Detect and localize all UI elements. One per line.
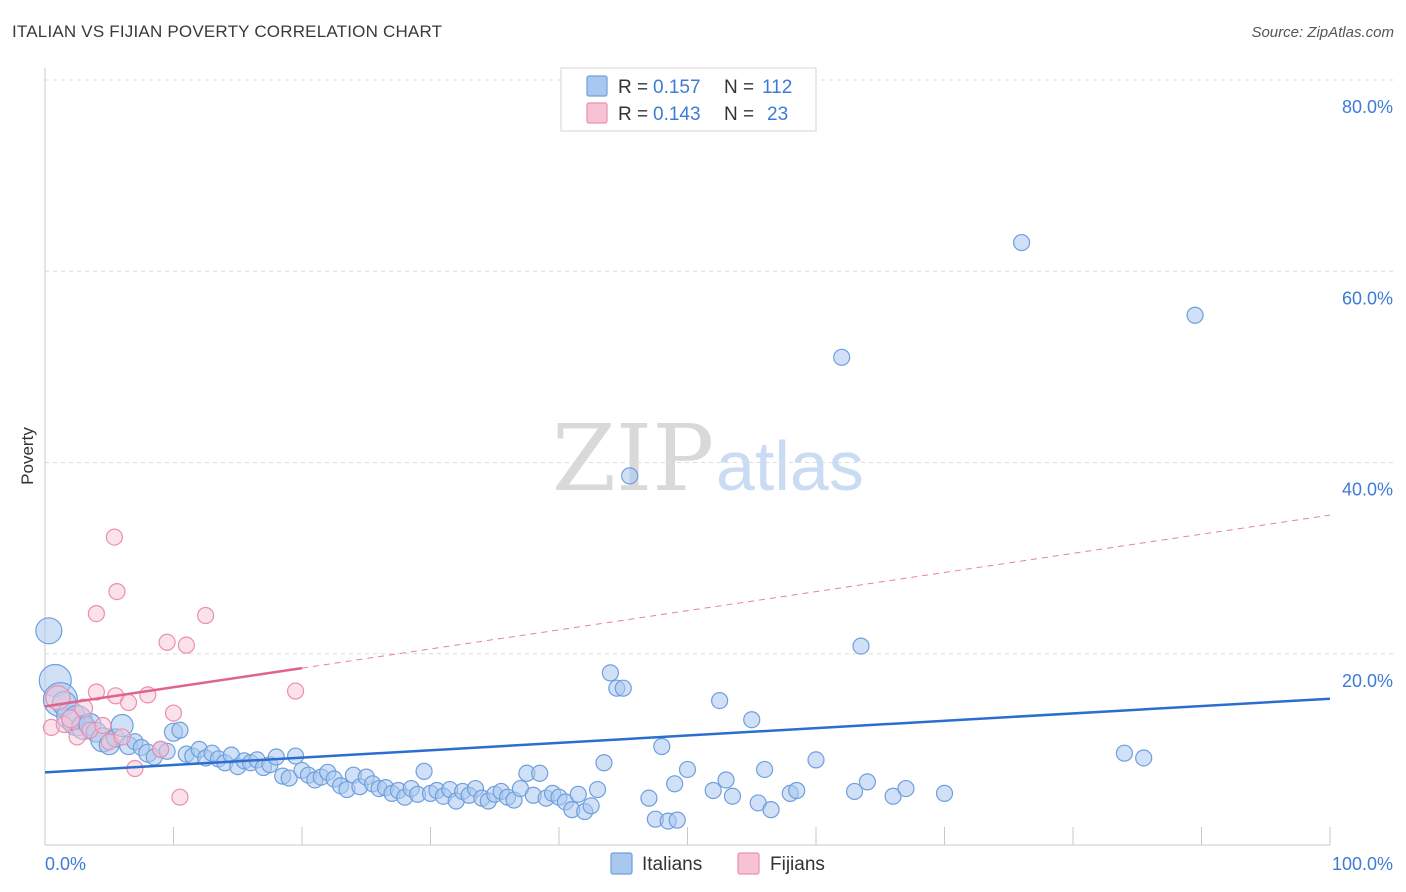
italian-point-97 bbox=[621, 467, 639, 485]
italian-point-119 bbox=[1115, 744, 1134, 762]
trendlines bbox=[44, 514, 1331, 774]
fijian-point-8 bbox=[94, 716, 112, 735]
italian-point-110 bbox=[845, 782, 864, 801]
italian-point-102 bbox=[723, 787, 742, 805]
legend-r-value-italians: 0.157 bbox=[653, 77, 701, 98]
fijian-point-3 bbox=[61, 709, 81, 729]
italian-point-59 bbox=[415, 762, 433, 780]
italian-point-105 bbox=[755, 760, 774, 779]
stats-legend: R = 0.157 N = 112 R = 0.143 N = 23 bbox=[560, 67, 817, 132]
legend-n-value-italians: 112 bbox=[762, 77, 792, 98]
italian-point-118 bbox=[1186, 306, 1204, 324]
legend-n-label-fijians: N = bbox=[724, 104, 754, 125]
italian-point-86 bbox=[588, 780, 607, 799]
fijian-point-15 bbox=[119, 693, 138, 712]
italian-point-77 bbox=[531, 764, 549, 782]
italian-point-91 bbox=[640, 789, 658, 807]
italian-point-96 bbox=[668, 811, 686, 829]
fijians-trendline-dashed bbox=[301, 514, 1331, 669]
x-tick-label-100: 100.0% bbox=[1332, 854, 1393, 874]
x-ticks bbox=[173, 827, 1331, 845]
italian-point-101 bbox=[717, 771, 735, 789]
fijian-point-5 bbox=[73, 698, 94, 718]
italian-point-0 bbox=[35, 617, 63, 645]
y-tick-label-40: 40.0% bbox=[1342, 480, 1393, 500]
legend-r-label-italians: R = bbox=[618, 77, 648, 98]
italian-point-99 bbox=[704, 781, 722, 800]
fijian-point-12 bbox=[105, 528, 123, 546]
y-tick-label-20: 20.0% bbox=[1342, 671, 1393, 691]
italian-point-103 bbox=[743, 711, 761, 729]
fijian-point-23 bbox=[152, 740, 170, 758]
italian-point-83 bbox=[569, 785, 587, 803]
y-tick-label-80: 80.0% bbox=[1342, 97, 1393, 117]
italian-point-95 bbox=[666, 775, 684, 793]
italian-point-90 bbox=[614, 679, 632, 697]
fijian-point-21 bbox=[197, 606, 215, 625]
italian-point-106 bbox=[762, 801, 780, 819]
bottom-legend-swatch-fijians bbox=[737, 852, 760, 875]
x-tick-label-0: 0.0% bbox=[45, 854, 86, 874]
bottom-legend-label-fijians: Fijians bbox=[770, 854, 825, 875]
italian-point-116 bbox=[833, 348, 851, 366]
italian-point-39 bbox=[286, 747, 305, 765]
y-tick-label-60: 60.0% bbox=[1342, 288, 1393, 308]
fijian-point-7 bbox=[87, 683, 106, 701]
fijians-trendline-solid bbox=[44, 666, 303, 708]
italian-point-38 bbox=[280, 769, 298, 787]
italian-point-115 bbox=[935, 784, 954, 802]
legend-swatch-italians bbox=[586, 75, 608, 97]
legend-swatch-fijians bbox=[586, 102, 608, 124]
fijian-point-14 bbox=[87, 604, 106, 623]
fijian-point-20 bbox=[177, 636, 195, 654]
italians-trendline bbox=[44, 697, 1331, 774]
italian-point-111 bbox=[852, 637, 870, 655]
source-label: Source: ZipAtlas.com bbox=[1251, 24, 1394, 41]
italian-point-21 bbox=[171, 721, 189, 739]
gridlines bbox=[45, 79, 1393, 655]
italian-point-117 bbox=[1012, 233, 1031, 252]
italian-point-120 bbox=[1135, 749, 1153, 767]
italian-point-113 bbox=[884, 787, 902, 805]
italian-point-109 bbox=[807, 751, 825, 769]
italian-point-36 bbox=[267, 748, 285, 766]
bottom-legend-label-italians: Italians bbox=[642, 854, 702, 875]
fijian-point-17 bbox=[158, 633, 176, 651]
bottom-legend-swatch-italians bbox=[610, 852, 633, 875]
y-axis-title: Poverty bbox=[18, 427, 37, 485]
italian-point-88 bbox=[601, 664, 620, 682]
legend-n-value-fijians: 23 bbox=[767, 104, 788, 125]
fijian-point-24 bbox=[171, 788, 189, 806]
italian-point-100 bbox=[711, 692, 729, 710]
fijian-point-19 bbox=[164, 704, 183, 722]
italian-point-112 bbox=[858, 773, 877, 791]
chart-title: ITALIAN VS FIJIAN POVERTY CORRELATION CH… bbox=[12, 22, 443, 41]
italian-point-98 bbox=[678, 760, 697, 779]
watermark-zip: ZIP bbox=[552, 405, 714, 512]
watermark-atlas: atlas bbox=[716, 427, 864, 505]
fijian-point-22 bbox=[286, 682, 305, 700]
fijian-point-13 bbox=[108, 582, 126, 601]
italian-point-93 bbox=[653, 737, 671, 756]
italian-point-87 bbox=[595, 754, 613, 772]
legend-n-label-italians: N = bbox=[724, 77, 754, 98]
y-tick-labels: 20.0% 40.0% 60.0% 80.0% bbox=[1342, 97, 1393, 691]
italian-point-108 bbox=[788, 781, 806, 800]
legend-r-value-fijians: 0.143 bbox=[653, 104, 701, 125]
italian-point-114 bbox=[897, 779, 915, 798]
legend-r-label-fijians: R = bbox=[618, 104, 648, 125]
watermark: ZIP atlas bbox=[552, 405, 864, 512]
series-legend: Italians Fijians bbox=[610, 852, 825, 875]
italian-point-85 bbox=[582, 797, 600, 815]
fijian-point-11 bbox=[113, 728, 131, 746]
